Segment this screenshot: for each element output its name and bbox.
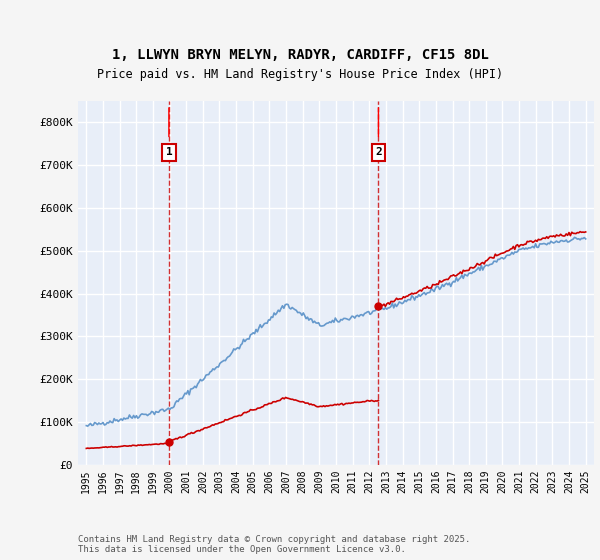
Text: 1, LLWYN BRYN MELYN, RADYR, CARDIFF, CF15 8DL: 1, LLWYN BRYN MELYN, RADYR, CARDIFF, CF1… [112,48,488,62]
Text: 1: 1 [166,147,172,157]
Text: Contains HM Land Registry data © Crown copyright and database right 2025.
This d: Contains HM Land Registry data © Crown c… [78,535,470,554]
Text: Price paid vs. HM Land Registry's House Price Index (HPI): Price paid vs. HM Land Registry's House … [97,68,503,81]
Text: 2: 2 [375,147,382,157]
